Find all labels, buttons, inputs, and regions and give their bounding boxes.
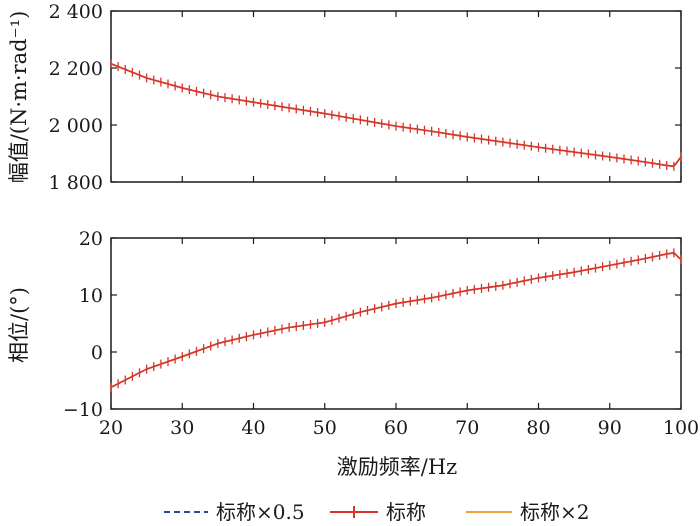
legend-label-double: 标称×2 xyxy=(520,500,589,524)
bottom-panel: −10 0 10 20 20 30 40 50 60 70 80 90 100 xyxy=(63,228,699,439)
legend-label-nominal: 标称 xyxy=(386,500,426,524)
x-tick-label: 30 xyxy=(170,417,194,439)
top-y-tick-label: 2 000 xyxy=(49,115,103,137)
x-tick-label: 90 xyxy=(598,417,622,439)
legend-label-half: 标称×0.5 xyxy=(216,500,305,524)
x-tick-label: 70 xyxy=(455,417,479,439)
bottom-series-nominal xyxy=(110,252,682,389)
bottom-y-tick-label: −10 xyxy=(63,399,103,421)
top-panel: 1 800 2 000 2 200 2 400 xyxy=(49,1,682,194)
bottom-series-half xyxy=(110,252,682,389)
bottom-y-tick-label: 10 xyxy=(79,285,103,307)
bottom-y-tick-label: 0 xyxy=(91,342,103,364)
x-tick-label: 80 xyxy=(526,417,550,439)
top-y-axis-title: 幅值/(N·m·rad⁻¹) xyxy=(7,11,31,184)
x-axis-title: 激励频率/Hz xyxy=(337,455,457,479)
x-tick-label: 20 xyxy=(99,417,123,439)
x-tick-label: 100 xyxy=(663,417,699,439)
legend-item-nominal: 标称 xyxy=(330,500,426,524)
top-y-tick-label: 2 400 xyxy=(49,1,103,23)
bottom-y-tick-label: 20 xyxy=(79,228,103,250)
legend-item-double: 标称×2 xyxy=(466,500,589,524)
x-tick-label: 60 xyxy=(384,417,408,439)
top-y-tick-label: 1 800 xyxy=(49,172,103,194)
legend-item-half: 标称×0.5 xyxy=(164,500,305,524)
legend: 标称×0.5 标称 标称×2 xyxy=(164,500,589,524)
top-y-tick-label: 2 200 xyxy=(49,58,103,80)
bottom-y-axis-title: 相位/(°) xyxy=(7,287,31,363)
x-tick-label: 50 xyxy=(313,417,337,439)
bottom-series-double xyxy=(110,252,682,389)
x-tick-label: 40 xyxy=(241,417,265,439)
